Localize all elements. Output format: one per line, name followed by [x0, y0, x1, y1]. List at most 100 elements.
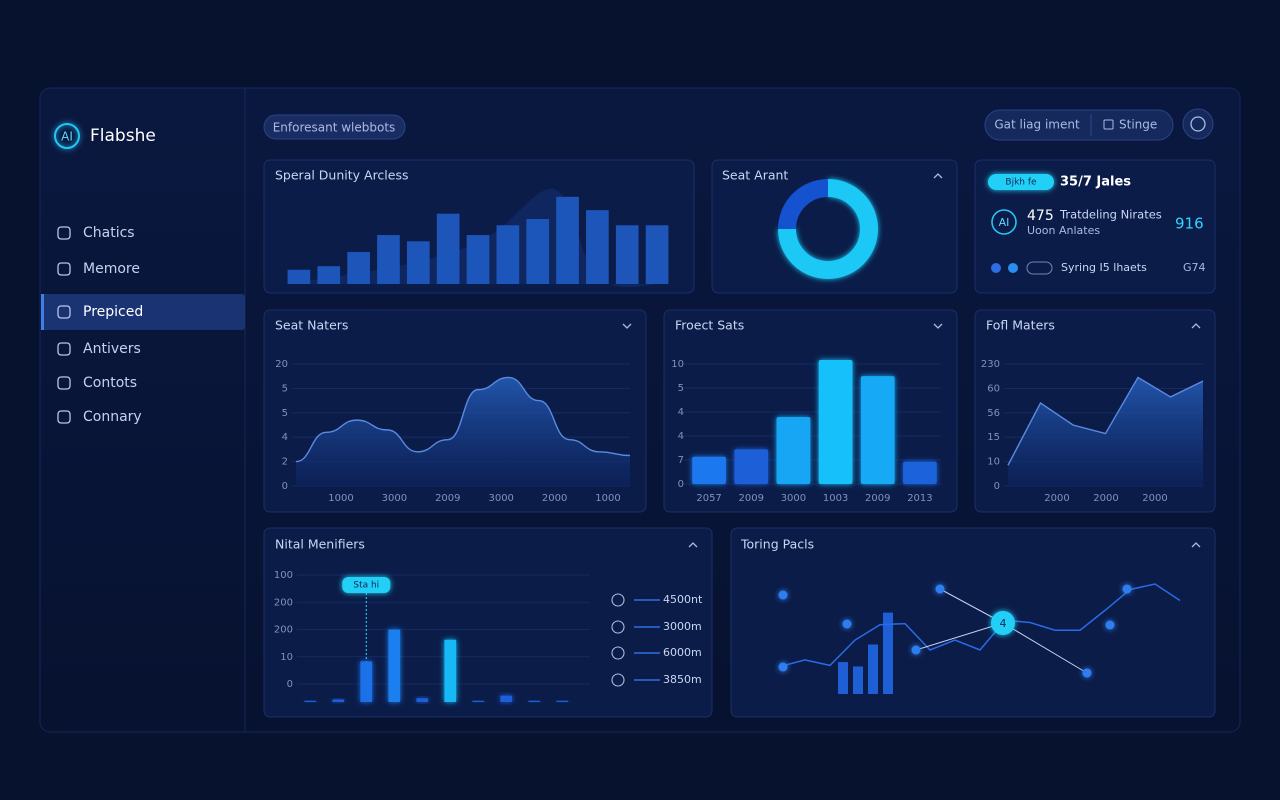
search-text: Enforesant wlebbots	[273, 121, 396, 135]
bar	[287, 269, 311, 284]
tooltip-text: Sta hi	[353, 581, 379, 591]
network-node	[911, 645, 921, 655]
line-series	[779, 583, 1181, 668]
x-tick-label: 1000	[328, 493, 353, 504]
bar	[645, 225, 669, 284]
donut-segment	[778, 179, 829, 230]
tooltip	[342, 577, 391, 593]
y-tick-label: 10	[671, 359, 684, 370]
bar	[903, 461, 937, 484]
legend-icon	[611, 646, 625, 660]
area-line	[1007, 376, 1204, 466]
stat-icon-text: AI	[999, 216, 1010, 229]
bar	[556, 196, 579, 284]
actions-pill[interactable]	[984, 109, 1174, 141]
profile-button[interactable]	[1182, 108, 1214, 140]
legend-label: 4500nt	[663, 593, 703, 606]
nav-icon[interactable]	[57, 410, 71, 424]
chevron[interactable]	[1191, 542, 1201, 548]
nav-active-edge	[41, 294, 44, 330]
headline: 35/7 Jales	[1060, 175, 1131, 190]
brand: Flabshe	[90, 126, 156, 146]
bar	[444, 639, 457, 702]
nav-icon[interactable]	[57, 262, 71, 276]
stat-icon	[991, 209, 1017, 235]
row-label: Syring I5 lhaets	[1061, 261, 1147, 274]
nav-icon[interactable]	[57, 376, 71, 390]
bar	[776, 417, 811, 484]
nav-icon[interactable]	[57, 226, 71, 240]
bar	[868, 644, 878, 694]
bar	[860, 376, 895, 484]
x-tick-label: 2013	[907, 493, 932, 504]
x-tick-label: 2009	[865, 493, 890, 504]
stat-label: Tratdeling Nirates	[1059, 208, 1162, 222]
area-fill	[296, 377, 630, 486]
chevron[interactable]	[933, 173, 943, 179]
bar	[472, 700, 485, 702]
chevron[interactable]	[1191, 323, 1201, 329]
panel-title: Seat Naters	[275, 318, 348, 333]
y-tick-label: 0	[678, 479, 684, 490]
nav-item: Chatics	[83, 225, 135, 241]
y-tick-label: 5	[678, 383, 684, 394]
y-tick-label: 2	[282, 457, 288, 468]
nav-icon[interactable]	[57, 342, 71, 356]
bar	[347, 251, 370, 284]
x-tick-label: 3000	[382, 493, 407, 504]
legend-icon	[611, 620, 625, 634]
network-edge	[1002, 622, 1088, 674]
bar	[332, 699, 345, 702]
bar	[734, 449, 769, 484]
status-dot	[1008, 263, 1018, 273]
x-tick-label: 2057	[696, 493, 721, 504]
nav-item: Contots	[83, 375, 137, 391]
bar	[500, 695, 513, 702]
network-node	[1082, 668, 1092, 678]
y-tick-label: 0	[994, 481, 1000, 492]
panel	[711, 159, 958, 294]
legend-icon	[611, 673, 625, 687]
y-tick-label: 0	[287, 679, 293, 690]
y-tick-label: 15	[987, 432, 1000, 443]
legend-label: 6000m	[663, 646, 702, 659]
y-tick-label: 0	[282, 481, 288, 492]
panel-title: Seat Arant	[722, 168, 788, 183]
chevron[interactable]	[933, 323, 943, 329]
search-pill[interactable]	[263, 114, 406, 140]
x-tick-label: 1003	[823, 493, 848, 504]
panel	[730, 527, 1216, 718]
area-line	[295, 376, 631, 463]
y-tick-label: 5	[282, 383, 288, 394]
y-tick-label: 4	[282, 432, 288, 443]
y-tick-label: 230	[981, 359, 1000, 370]
panel-title: Nital Menifiers	[275, 537, 365, 552]
bar	[496, 225, 520, 284]
y-tick-label: 60	[987, 383, 1000, 394]
panel-title: Fofl Maters	[986, 318, 1055, 333]
nav-active-bg	[41, 294, 245, 330]
nav-icon[interactable]	[57, 305, 71, 319]
network-hub-label: 4	[1000, 617, 1007, 630]
status-dot	[991, 263, 1001, 273]
bar	[377, 235, 400, 284]
bar	[360, 661, 373, 702]
y-tick-label: 7	[678, 455, 684, 466]
stat-score: 916	[1175, 215, 1204, 233]
bar	[406, 241, 430, 284]
chevron[interactable]	[622, 323, 632, 329]
y-tick-label: 4	[678, 431, 684, 442]
panel-title: Froect Sats	[675, 318, 744, 333]
x-tick-label: 2000	[1093, 493, 1118, 504]
row-value: G74	[1183, 261, 1206, 274]
x-tick-label: 3000	[488, 493, 513, 504]
bar	[883, 612, 893, 694]
x-tick-label: 2000	[542, 493, 567, 504]
bar	[853, 666, 863, 694]
bar	[466, 235, 490, 284]
panel-title: Speral Dunity Arcless	[275, 168, 409, 183]
network-hub[interactable]	[991, 611, 1015, 635]
legend-icon	[611, 593, 625, 607]
chevron[interactable]	[688, 542, 698, 548]
bar	[818, 360, 853, 484]
